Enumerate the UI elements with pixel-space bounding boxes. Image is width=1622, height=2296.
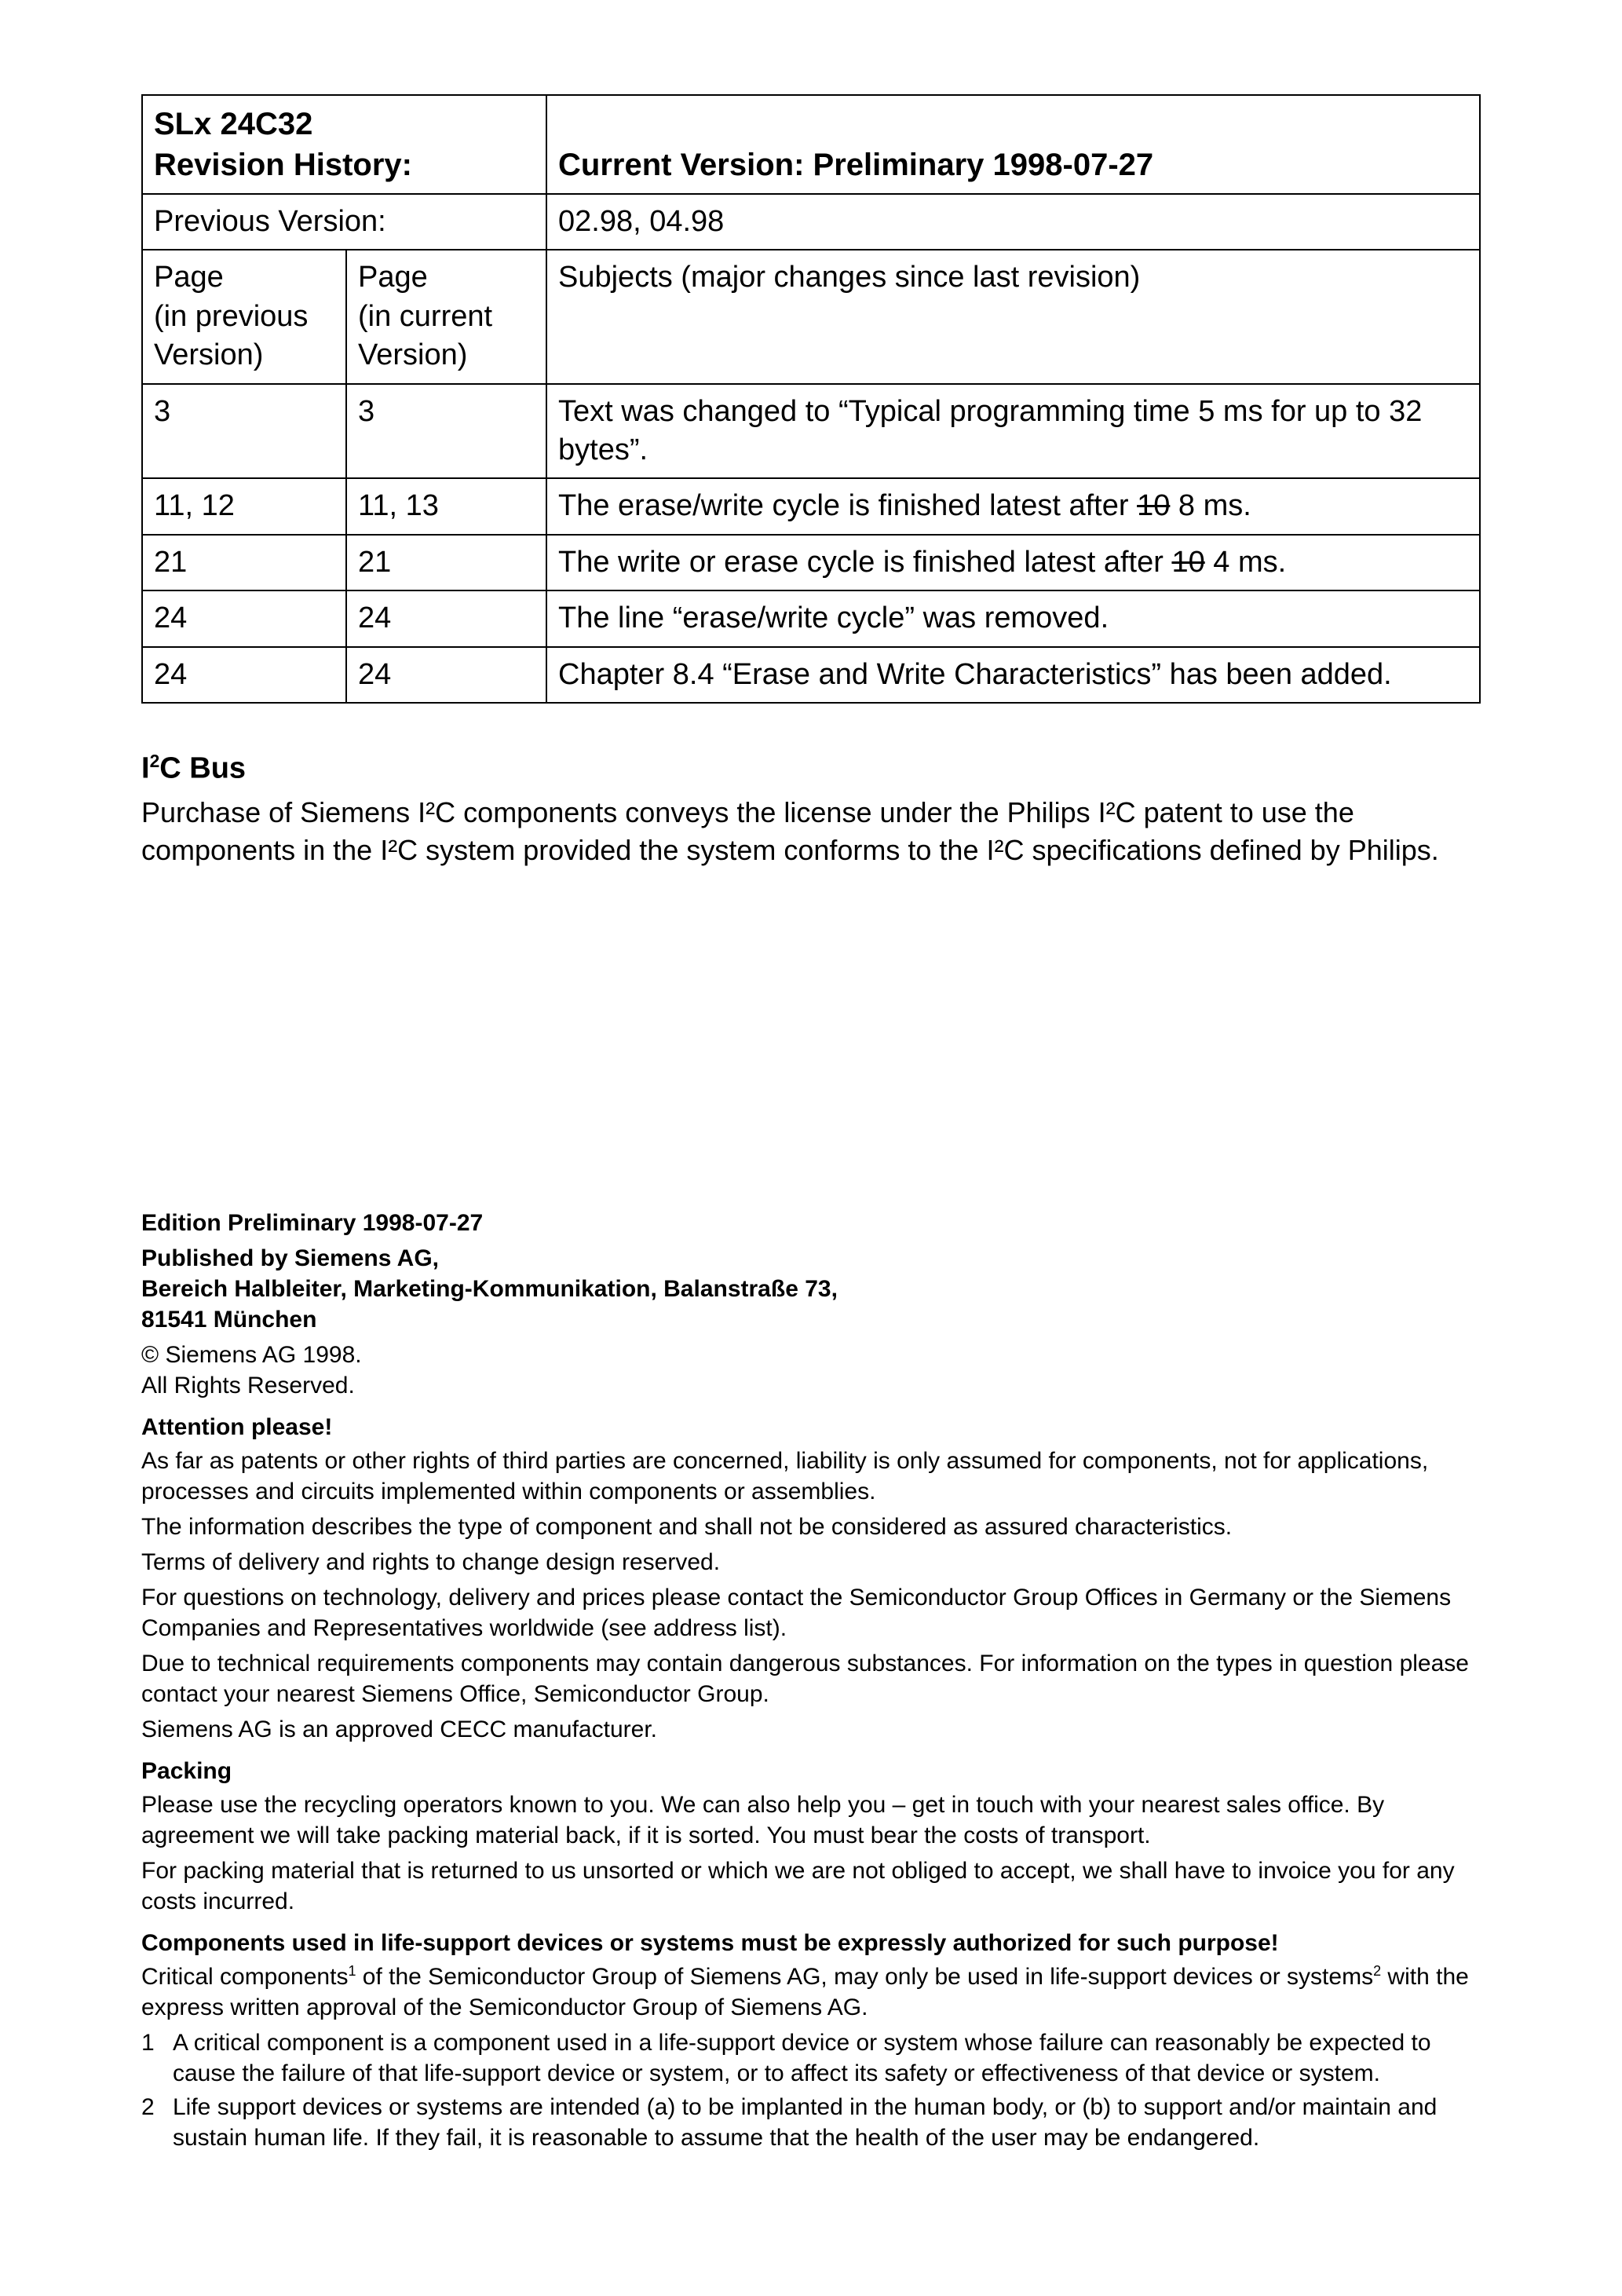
footnote-number: 1 — [141, 2027, 173, 2089]
attention-para: As far as patents or other rights of thi… — [141, 1446, 1481, 1507]
cell-subject: The erase/write cycle is finished latest… — [546, 478, 1480, 534]
cell-prev-page: 11, 12 — [142, 478, 346, 534]
publisher-line: Published by Siemens AG, Bereich Halblei… — [141, 1243, 1481, 1335]
cell-prev-page: 3 — [142, 384, 346, 479]
previous-version-label: Previous Version: — [142, 194, 546, 250]
cell-subject: Chapter 8.4 “Erase and Write Characteris… — [546, 647, 1480, 703]
footnote-text: A critical component is a component used… — [173, 2027, 1481, 2089]
legal-block: Edition Preliminary 1998-07-27 Published… — [141, 1208, 1481, 2153]
attention-para: Terms of delivery and rights to change d… — [141, 1547, 1481, 1578]
subject-text: The write or erase cycle is finished lat… — [558, 546, 1171, 579]
subject-text: 8 ms. — [1170, 489, 1251, 522]
cell-subject: The write or erase cycle is finished lat… — [546, 535, 1480, 590]
life-text: Critical components — [141, 1964, 348, 1990]
col-header-prev-page: Page (in previous Version) — [142, 250, 346, 383]
cell-curr-page: 3 — [346, 384, 546, 479]
part-and-rev-cell: SLx 24C32 Revision History: — [142, 95, 546, 194]
heading-superscript: 2 — [150, 751, 160, 771]
part-number: SLx 24C32 — [154, 104, 535, 144]
cell-curr-page: 24 — [346, 590, 546, 646]
col-header-curr-page: Page (in current Version) — [346, 250, 546, 383]
table-row: 11, 12 11, 13 The erase/write cycle is f… — [142, 478, 1480, 534]
copyright-line: © Siemens AG 1998. All Rights Reserved. — [141, 1340, 1481, 1401]
life-support-body: Critical components1 of the Semiconducto… — [141, 1961, 1481, 2023]
i2c-heading: I2C Bus — [141, 751, 1481, 786]
i2c-body: Purchase of Siemens I²C components conve… — [141, 794, 1481, 870]
footnotes: 1 A critical component is a component us… — [141, 2027, 1481, 2153]
current-version-cell: Current Version: Preliminary 1998-07-27 — [546, 95, 1480, 194]
column-header-row: Page (in previous Version) Page (in curr… — [142, 250, 1480, 383]
life-sup: 1 — [348, 1963, 356, 1979]
table-row: 21 21 The write or erase cycle is finish… — [142, 535, 1480, 590]
packing-heading: Packing — [141, 1756, 1481, 1786]
cell-curr-page: 21 — [346, 535, 546, 590]
attention-para: Siemens AG is an approved CECC manufactu… — [141, 1714, 1481, 1745]
cell-curr-page: 24 — [346, 647, 546, 703]
packing-para: Please use the recycling operators known… — [141, 1790, 1481, 1851]
life-support-heading: Components used in life-support devices … — [141, 1928, 1481, 1958]
subject-strike: 10 — [1171, 546, 1204, 579]
previous-version-row: Previous Version: 02.98, 04.98 — [142, 194, 1480, 250]
col-header-subjects: Subjects (major changes since last revis… — [546, 250, 1480, 383]
heading-text: C Bus — [159, 752, 246, 785]
cell-subject: The line “erase/write cycle” was removed… — [546, 590, 1480, 646]
cell-prev-page: 24 — [142, 590, 346, 646]
footnote: 2 Life support devices or systems are in… — [141, 2092, 1481, 2153]
edition-line: Edition Preliminary 1998-07-27 — [141, 1208, 1481, 1238]
subject-text: 4 ms. — [1205, 546, 1286, 579]
life-text: of the Semiconductor Group of Siemens AG… — [356, 1964, 1373, 1990]
footnote: 1 A critical component is a component us… — [141, 2027, 1481, 2089]
subject-text: The erase/write cycle is finished latest… — [558, 489, 1137, 522]
heading-text: I — [141, 752, 150, 785]
previous-version-value: 02.98, 04.98 — [546, 194, 1480, 250]
document-page: SLx 24C32 Revision History: Current Vers… — [0, 0, 1622, 2296]
cell-prev-page: 24 — [142, 647, 346, 703]
cell-subject: Text was changed to “Typical programming… — [546, 384, 1480, 479]
current-version-label: Current Version: Preliminary 1998-07-27 — [558, 144, 1468, 185]
attention-para: The information describes the type of co… — [141, 1512, 1481, 1542]
life-sup: 2 — [1373, 1963, 1381, 1979]
subject-strike: 10 — [1137, 489, 1170, 522]
table-row: 24 24 The line “erase/write cycle” was r… — [142, 590, 1480, 646]
packing-para: For packing material that is returned to… — [141, 1855, 1481, 1917]
table-row: 24 24 Chapter 8.4 “Erase and Write Chara… — [142, 647, 1480, 703]
revision-history-table: SLx 24C32 Revision History: Current Vers… — [141, 94, 1481, 704]
cell-prev-page: 21 — [142, 535, 346, 590]
footnote-number: 2 — [141, 2092, 173, 2153]
attention-para: For questions on technology, delivery an… — [141, 1582, 1481, 1643]
footnote-text: Life support devices or systems are inte… — [173, 2092, 1481, 2153]
revision-history-label: Revision History: — [154, 144, 535, 185]
cell-curr-page: 11, 13 — [346, 478, 546, 534]
table-title-row: SLx 24C32 Revision History: Current Vers… — [142, 95, 1480, 194]
table-row: 3 3 Text was changed to “Typical program… — [142, 384, 1480, 479]
attention-para: Due to technical requirements components… — [141, 1648, 1481, 1709]
attention-heading: Attention please! — [141, 1412, 1481, 1442]
